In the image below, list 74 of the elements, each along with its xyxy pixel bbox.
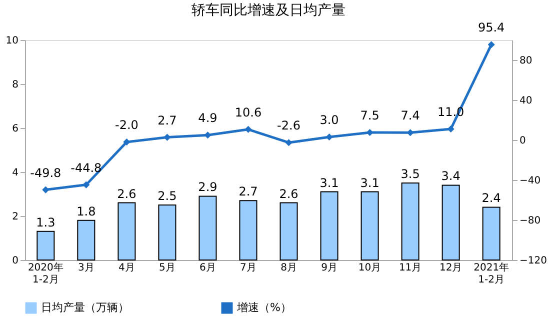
point (123, 138, 130, 146)
data-label: 95.4 (478, 20, 505, 35)
y2-tick-label: 80 (520, 56, 532, 66)
data-label: 1.8 (76, 204, 96, 218)
data-label: 2.9 (198, 180, 218, 194)
point (447, 125, 454, 133)
bar (442, 184, 460, 260)
point (42, 186, 50, 194)
data-label: 2.7 (158, 113, 177, 128)
point (82, 181, 90, 188)
y-tick-label: 6 (12, 124, 18, 134)
bar (118, 202, 136, 260)
y-tick-label: 10 (6, 36, 18, 46)
legend-label: 增速（%） (236, 301, 292, 314)
data-label: -2.0 (114, 118, 138, 132)
x-tick-label: 9月 (321, 262, 338, 274)
point (406, 129, 414, 136)
x-tick-label: 4月 (118, 262, 135, 274)
y2-tick-label: −40 (520, 176, 541, 186)
bar (401, 182, 420, 260)
bar (158, 204, 176, 260)
y2-tick-label: −80 (520, 216, 541, 226)
point (164, 134, 171, 141)
data-label: 10.6 (234, 105, 262, 120)
data-label: -49.8 (30, 166, 62, 180)
data-label: 2.4 (482, 191, 501, 206)
data-label: 2.6 (117, 186, 136, 201)
y2-tick-label: −120 (520, 256, 547, 266)
x-tick-label: 2021年 1-2月 (474, 262, 510, 286)
point (366, 128, 374, 136)
y-tick-label: 0 (12, 256, 18, 266)
chart-title: 轿车同比增速及日均产量 (192, 2, 346, 19)
bar (198, 196, 217, 260)
data-label: 2.6 (279, 186, 298, 201)
data-label: 4.9 (198, 111, 218, 126)
legend-label: 日均产量（万辆） (41, 301, 129, 314)
data-label: 3.0 (320, 113, 339, 127)
data-label: 7.4 (400, 108, 420, 123)
bar (320, 191, 338, 260)
point (488, 41, 495, 48)
x-tick-label: 5月 (159, 262, 176, 274)
x-tick-label: 7月 (240, 262, 256, 274)
data-label: 7.5 (360, 108, 380, 122)
point (326, 133, 333, 141)
data-label: -44.8 (70, 160, 102, 175)
data-label: -2.6 (277, 118, 300, 133)
x-tick-label: 3月 (78, 262, 94, 274)
data-label: 1.3 (36, 215, 56, 230)
bar (36, 230, 55, 260)
y-tick-label: 2 (12, 212, 18, 222)
x-tick-label: 12月 (439, 262, 462, 274)
point (244, 126, 252, 133)
x-tick-label: 6月 (200, 262, 216, 274)
x-tick-label: 11月 (398, 262, 422, 274)
bar (280, 202, 298, 260)
y2-tick-label: 40 (520, 96, 532, 106)
y-tick-label: 8 (12, 80, 18, 90)
bar (77, 220, 96, 260)
bar (360, 191, 379, 260)
data-label: 3.5 (400, 167, 420, 181)
y2-tick-label: 0 (520, 136, 526, 146)
data-label: 2.7 (238, 184, 258, 199)
data-label: 2.5 (158, 189, 177, 203)
point (204, 132, 212, 139)
x-tick-label: 10月 (358, 262, 382, 274)
point (285, 139, 292, 146)
bar (239, 200, 258, 260)
data-label: 3.4 (441, 169, 460, 184)
data-label: 3.1 (320, 176, 339, 190)
bar (482, 206, 500, 260)
x-tick-label: 2020年 1-2月 (28, 262, 64, 286)
data-label: 3.1 (360, 176, 380, 190)
x-tick-label: 8月 (280, 262, 297, 274)
y-tick-label: 4 (12, 168, 18, 178)
